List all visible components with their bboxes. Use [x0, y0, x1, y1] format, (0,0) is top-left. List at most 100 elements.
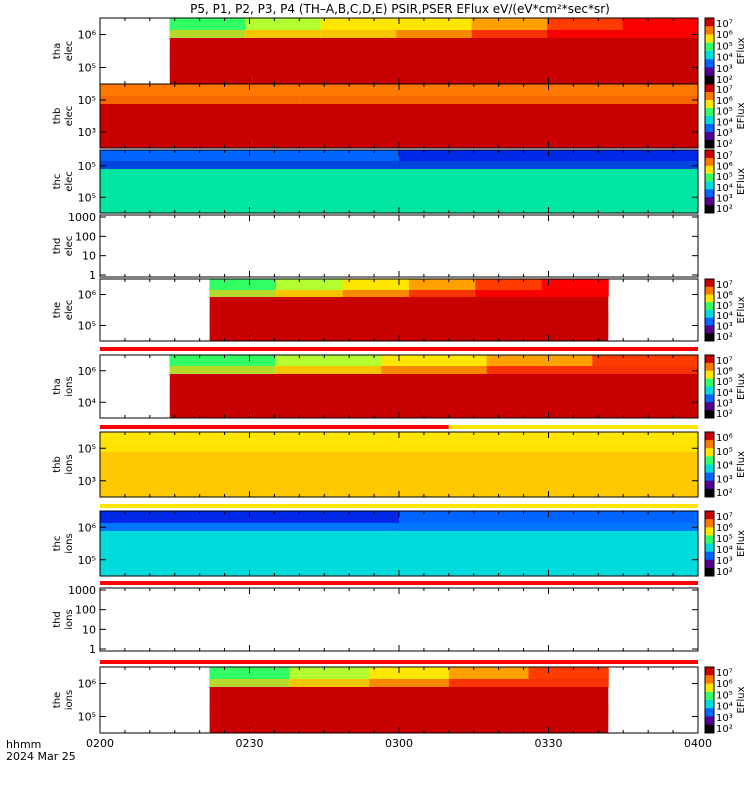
- y-tick-label: 100: [75, 230, 96, 243]
- spectrogram-band-top: [475, 279, 543, 290]
- colorbar-tick-label: 10³: [716, 128, 733, 139]
- colorbar-tick-label: 10²: [716, 139, 733, 150]
- colorbar-segment: [705, 559, 714, 569]
- y-label-species: elec: [64, 171, 75, 192]
- y-tick-label: 10: [82, 250, 96, 263]
- spectrogram-band-top: [169, 355, 276, 366]
- colorbar-segment: [705, 157, 714, 167]
- colorbar-tick-label: 10³: [716, 64, 733, 75]
- colorbar-segment: [705, 362, 714, 372]
- x-tick-label: 0230: [236, 737, 264, 750]
- y-label-probe: thc: [52, 174, 63, 190]
- x-tick-label: 0200: [86, 737, 114, 750]
- spectrogram-band-top: [448, 667, 530, 679]
- colorbar-tick-label: 10⁵: [716, 172, 733, 183]
- spectrogram-band-mid: [381, 366, 488, 374]
- colorbar-segment: [705, 310, 714, 319]
- colorbar-segment: [705, 124, 714, 133]
- colorbar-segment: [705, 386, 714, 395]
- colorbar-tick-label: 10⁵: [716, 41, 733, 52]
- y-tick-label: 1000: [68, 211, 96, 224]
- spectrogram-band-mid: [320, 30, 397, 38]
- spectrogram-band-mid: [275, 366, 382, 374]
- colorbar-segment: [705, 700, 714, 709]
- spectrogram-band-mid: [399, 444, 699, 452]
- colorbar-tick-label: 10³: [716, 398, 733, 409]
- y-tick-label: 10⁵: [78, 711, 96, 724]
- colorbar-segment: [705, 75, 714, 85]
- mode-bar-segment: [448, 425, 698, 429]
- spectrogram-band-top: [369, 667, 450, 679]
- colorbar-segment: [705, 448, 714, 457]
- colorbar-tick-label: 10⁷: [716, 512, 733, 523]
- spectrogram-band-top: [541, 279, 609, 290]
- y-tick-label: 10³: [78, 475, 96, 488]
- colorbar-label: EFlux: [736, 37, 747, 64]
- spectrogram-band-mid: [342, 290, 410, 297]
- mode-bar-segment: [100, 581, 698, 585]
- y-tick-label: 1: [89, 643, 96, 656]
- spectrogram-band-top: [528, 667, 609, 679]
- y-label-species: ions: [64, 533, 75, 553]
- y-label-species: elec: [64, 106, 75, 127]
- spectrogram-band-mid: [475, 290, 543, 297]
- spectrogram-band-mid: [209, 679, 290, 687]
- colorbar-tick-label: 10⁴: [716, 702, 733, 713]
- colorbar-segment: [705, 34, 714, 44]
- colorbar-frame: [704, 83, 715, 149]
- y-tick-label: 10⁶: [78, 678, 97, 691]
- y-tick-label: 10⁴: [78, 396, 97, 409]
- colorbar-tick-label: 10⁵: [716, 377, 733, 388]
- colorbar-segment: [705, 325, 714, 334]
- spectrogram-band-mid: [369, 679, 450, 687]
- spectrogram-band-top: [275, 355, 382, 366]
- spectrogram-band-mid: [592, 366, 699, 374]
- spectrogram-band-mid: [498, 96, 699, 104]
- colorbar-tick-label: 10⁵: [716, 301, 733, 312]
- colorbar-label: EFlux: [736, 530, 747, 557]
- spectrogram-band-mid: [100, 161, 400, 169]
- colorbar-segment: [705, 189, 714, 198]
- colorbar-segment: [705, 472, 714, 482]
- y-label-probe: thc: [52, 536, 63, 552]
- colorbar-label: EFlux: [736, 296, 747, 323]
- colorbar-segment: [705, 394, 714, 403]
- x-tick-label: 0400: [684, 737, 712, 750]
- colorbar-segment: [705, 716, 714, 726]
- panel-thd-elec: 1000 100 10 1 thd elec: [52, 211, 699, 282]
- colorbar-label: EFlux: [736, 373, 747, 400]
- colorbar-segment: [705, 279, 714, 288]
- y-label-species: elec: [64, 41, 75, 62]
- colorbar-tick-label: 10³: [716, 193, 733, 204]
- colorbar-frame: [704, 666, 715, 734]
- colorbar-segment: [705, 286, 714, 295]
- y-tick-label: 1: [89, 269, 96, 282]
- spectrogram-band-mid: [448, 679, 530, 687]
- colorbar-segment: [705, 42, 714, 52]
- colorbar-label: EFlux: [736, 686, 747, 713]
- colorbar-segment: [705, 567, 714, 577]
- spectrogram-band-top: [396, 18, 473, 30]
- colorbar-segment: [705, 378, 714, 387]
- spectrogram-band-mid: [100, 523, 400, 531]
- y-label-species: ions: [64, 690, 75, 710]
- colorbar-tick-label: 10⁶: [716, 433, 733, 444]
- spectrogram-band-low: [169, 54, 698, 68]
- colorbar-tick-label: 10²: [716, 204, 733, 215]
- colorbar-tick-label: 10⁷: [716, 280, 733, 291]
- colorbar-segment: [705, 440, 714, 449]
- colorbar-segment: [705, 402, 714, 411]
- colorbar-segment: [705, 691, 714, 701]
- panel-thd-ions: 1000 100 10 1 thd ions: [52, 584, 699, 656]
- colorbar-segment: [705, 535, 714, 544]
- spectrogram-band-mid: [471, 30, 548, 38]
- spectrogram-band-mid: [299, 96, 500, 104]
- colorbar-tick-label: 10³: [716, 474, 733, 485]
- spectrogram-band-mid: [169, 366, 276, 374]
- colorbar-segment: [705, 432, 714, 441]
- spectrogram-band-low: [100, 546, 698, 560]
- colorbar-tick-label: 10⁴: [716, 183, 733, 194]
